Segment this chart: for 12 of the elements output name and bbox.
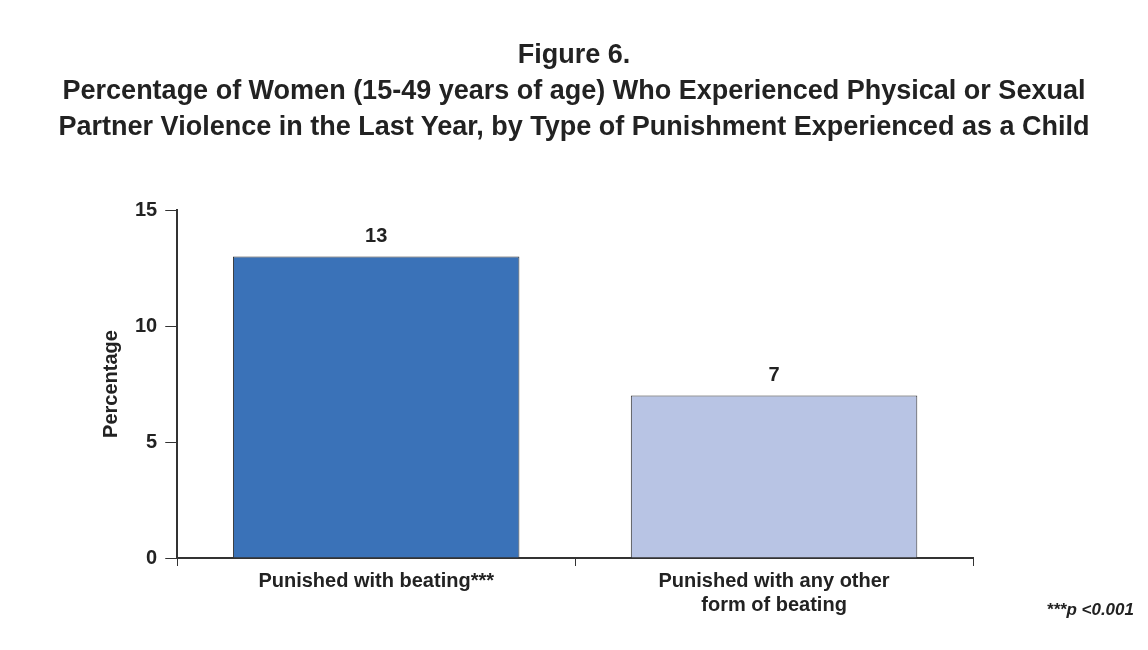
chart-subtitle: Percentage of Women (15-49 years of age) Who Experienced Physical or Sexual Partner Violence in the Last Year, by Type of Punishment Experienced as a Child (57, 74, 1091, 143)
text: ***p <0.001 (1046, 600, 1134, 620)
y-tick-label: 5 (146, 429, 158, 452)
data-label: 13 (365, 223, 388, 246)
y-tick-label: 10 (135, 313, 158, 336)
y-axis-title: Percentage (98, 330, 121, 438)
chart-title: Figure 6. (516, 38, 632, 71)
y-tick-label: 15 (135, 197, 158, 220)
y-tick-label: 0 (146, 545, 158, 568)
data-label: 7 (768, 363, 780, 386)
x-tick-label: Punished with any other form of beating (658, 568, 890, 615)
x-tick-label: Punished with beating*** (258, 568, 495, 591)
